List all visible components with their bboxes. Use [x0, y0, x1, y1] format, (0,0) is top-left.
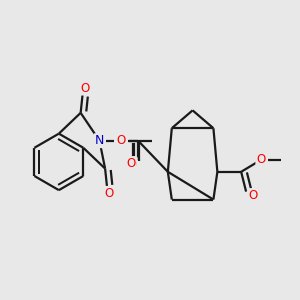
- Text: O: O: [117, 134, 126, 147]
- Text: N: N: [95, 134, 104, 147]
- Text: O: O: [80, 82, 89, 94]
- Text: O: O: [104, 187, 114, 200]
- Text: O: O: [256, 153, 266, 167]
- Text: O: O: [127, 157, 136, 170]
- Text: O: O: [248, 189, 258, 202]
- Text: O: O: [128, 158, 137, 171]
